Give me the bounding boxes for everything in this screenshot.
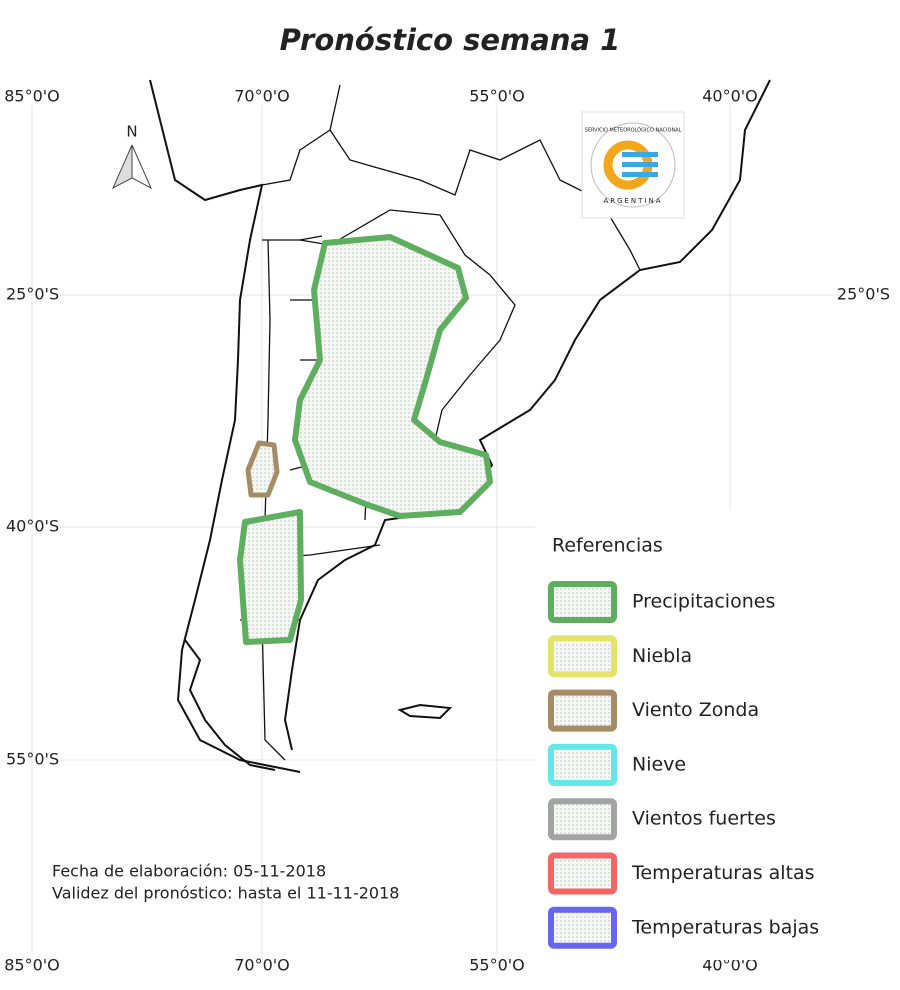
map-title: Pronóstico semana 1 — [280, 23, 621, 57]
legend-label: Precipitaciones — [632, 591, 775, 613]
latitude-label: 40°0'S — [6, 517, 59, 536]
longitude-label: 85°0'O — [4, 956, 60, 975]
legend-swatch — [548, 743, 617, 786]
legend-swatch — [548, 635, 617, 678]
longitude-label: 70°0'O — [234, 956, 290, 975]
legend-swatch — [548, 852, 617, 895]
legend-label: Nieve — [632, 753, 686, 775]
latitude-label: 25°0'S — [6, 285, 59, 304]
legend-swatch — [548, 581, 617, 623]
longitude-label: 40°0'O — [702, 956, 758, 975]
north-label: N — [126, 123, 137, 141]
latitude-label: 25°0'S — [837, 285, 890, 304]
longitude-label: 55°0'O — [469, 87, 525, 106]
latitude-label: 55°0'S — [6, 750, 59, 769]
logo-bottom-text: ARGENTINA — [603, 197, 662, 205]
legend-title: Referencias — [552, 535, 663, 557]
legend-label: Niebla — [632, 645, 692, 667]
precipitation-area — [292, 234, 493, 519]
legend-label: Temperaturas bajas — [631, 916, 819, 938]
longitude-label: 85°0'O — [4, 87, 60, 106]
logo: SERVICIO METEOROLÓGICO NACIONAL ARGENTIN… — [581, 111, 685, 219]
forecast-areas — [237, 234, 493, 645]
zonda-area — [245, 440, 280, 498]
legend-label: Temperaturas altas — [631, 862, 815, 884]
legend: Precipitaciones Niebla Viento Zonda Nieve Vi… — [548, 581, 819, 949]
legend-swatch — [548, 689, 617, 732]
legend-swatch — [548, 906, 617, 949]
legend-swatch — [548, 798, 617, 841]
precipitation-area — [237, 509, 304, 645]
legend-label: Viento Zonda — [632, 699, 759, 721]
logo-top-text: SERVICIO METEOROLÓGICO NACIONAL — [585, 127, 682, 134]
footer-line: Fecha de elaboración: 05-11-2018 — [52, 862, 326, 881]
north-arrow: N — [111, 123, 153, 190]
longitude-label: 55°0'O — [469, 956, 525, 975]
longitude-label: 70°0'O — [234, 87, 290, 106]
footer-line: Validez del pronóstico: hasta el 11-11-2… — [52, 884, 399, 903]
legend-label: Vientos fuertes — [632, 808, 776, 830]
longitude-label: 40°0'O — [702, 87, 758, 106]
